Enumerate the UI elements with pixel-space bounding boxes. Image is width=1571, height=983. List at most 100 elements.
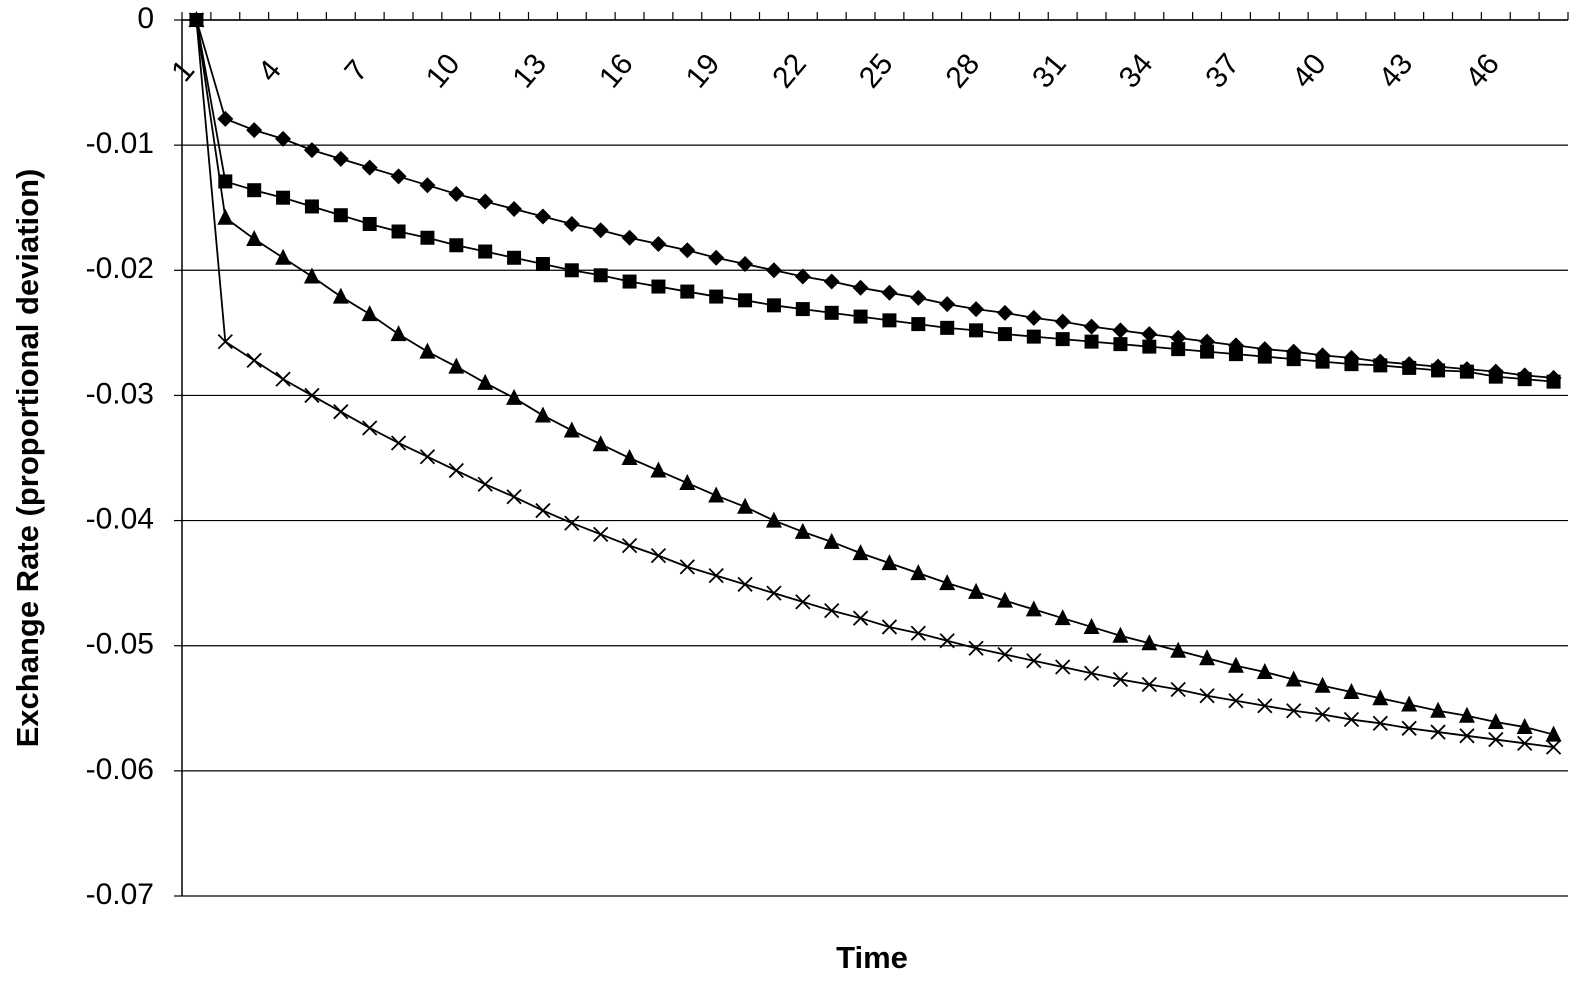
marker xyxy=(1430,701,1447,718)
marker xyxy=(650,461,667,478)
marker xyxy=(968,640,984,656)
marker-stroke xyxy=(477,476,493,492)
marker xyxy=(535,257,550,272)
y-tick-label: -0.02 xyxy=(86,252,154,285)
x-tick-label: 34 xyxy=(1113,48,1160,95)
marker-stroke xyxy=(1026,653,1042,669)
marker xyxy=(477,373,494,390)
marker xyxy=(939,633,955,649)
marker xyxy=(275,130,292,147)
marker xyxy=(534,208,551,225)
marker-stroke xyxy=(1228,693,1244,709)
x-tick-label: 37 xyxy=(1199,48,1246,95)
marker xyxy=(708,249,725,266)
marker-stroke xyxy=(1286,703,1302,719)
marker xyxy=(246,122,263,139)
marker xyxy=(477,193,494,210)
marker xyxy=(506,200,523,217)
marker xyxy=(1545,725,1562,742)
marker-stroke xyxy=(1517,735,1533,751)
marker xyxy=(1315,354,1330,369)
marker-stroke xyxy=(564,515,580,531)
y-tick-label: -0.04 xyxy=(86,502,154,535)
marker xyxy=(1141,326,1158,343)
marker xyxy=(448,462,464,479)
y-tick-label: -0.07 xyxy=(86,878,154,911)
x-tick-label: 1 xyxy=(165,54,201,88)
marker xyxy=(303,142,320,159)
y-tick-label: -0.03 xyxy=(86,377,154,410)
marker xyxy=(997,646,1013,663)
marker xyxy=(1372,689,1389,706)
marker xyxy=(507,250,522,265)
marker-stroke xyxy=(390,435,407,451)
marker xyxy=(419,449,436,465)
marker xyxy=(765,511,782,528)
marker xyxy=(217,208,234,225)
marker xyxy=(969,323,984,338)
marker xyxy=(910,564,927,581)
marker xyxy=(1373,358,1388,373)
marker xyxy=(188,12,205,28)
marker xyxy=(1228,693,1244,709)
marker-stroke xyxy=(1112,671,1129,688)
marker xyxy=(390,168,407,185)
x-tick-label: 10 xyxy=(420,48,467,95)
marker xyxy=(275,371,291,387)
x-tick-label: 46 xyxy=(1459,48,1506,95)
marker-stroke xyxy=(1083,665,1100,681)
marker xyxy=(535,502,551,519)
marker xyxy=(881,284,898,301)
marker xyxy=(1459,728,1475,744)
marker xyxy=(1257,349,1272,364)
marker-stroke xyxy=(1199,688,1215,704)
marker-stroke xyxy=(766,585,782,601)
marker xyxy=(390,435,407,451)
marker xyxy=(1487,713,1504,730)
marker xyxy=(853,309,868,324)
marker xyxy=(448,357,465,374)
marker xyxy=(1517,735,1533,751)
marker xyxy=(1170,681,1186,698)
marker xyxy=(391,224,406,239)
marker xyxy=(217,110,234,127)
marker-stroke xyxy=(304,387,320,404)
marker xyxy=(419,177,436,194)
marker xyxy=(621,229,638,246)
marker xyxy=(1488,731,1504,748)
x-tick-label: 25 xyxy=(853,48,900,95)
marker xyxy=(1141,634,1158,651)
marker xyxy=(304,199,319,214)
marker xyxy=(1286,352,1301,367)
marker xyxy=(881,619,898,635)
series-line xyxy=(195,19,1554,748)
marker xyxy=(650,236,667,253)
marker xyxy=(448,185,465,202)
marker xyxy=(1083,617,1100,634)
marker xyxy=(217,333,233,350)
marker xyxy=(765,262,782,279)
marker-stroke xyxy=(650,547,667,564)
marker xyxy=(1227,656,1244,673)
marker-stroke xyxy=(1545,739,1562,755)
marker xyxy=(795,302,810,317)
marker xyxy=(246,230,263,246)
marker-stroke xyxy=(362,420,378,436)
marker xyxy=(564,515,580,531)
marker-stroke xyxy=(1401,720,1417,736)
marker-stroke xyxy=(217,333,233,350)
marker xyxy=(621,449,638,465)
marker xyxy=(910,625,926,641)
marker-stroke xyxy=(246,352,262,369)
marker xyxy=(852,544,869,561)
marker xyxy=(911,317,926,332)
marker xyxy=(766,585,782,601)
marker xyxy=(737,576,753,593)
x-tick-label: 22 xyxy=(766,48,813,95)
marker-stroke xyxy=(737,576,753,593)
marker xyxy=(478,244,493,259)
marker xyxy=(852,610,869,626)
marker-stroke xyxy=(708,567,724,584)
marker xyxy=(738,293,753,308)
marker xyxy=(939,574,956,591)
